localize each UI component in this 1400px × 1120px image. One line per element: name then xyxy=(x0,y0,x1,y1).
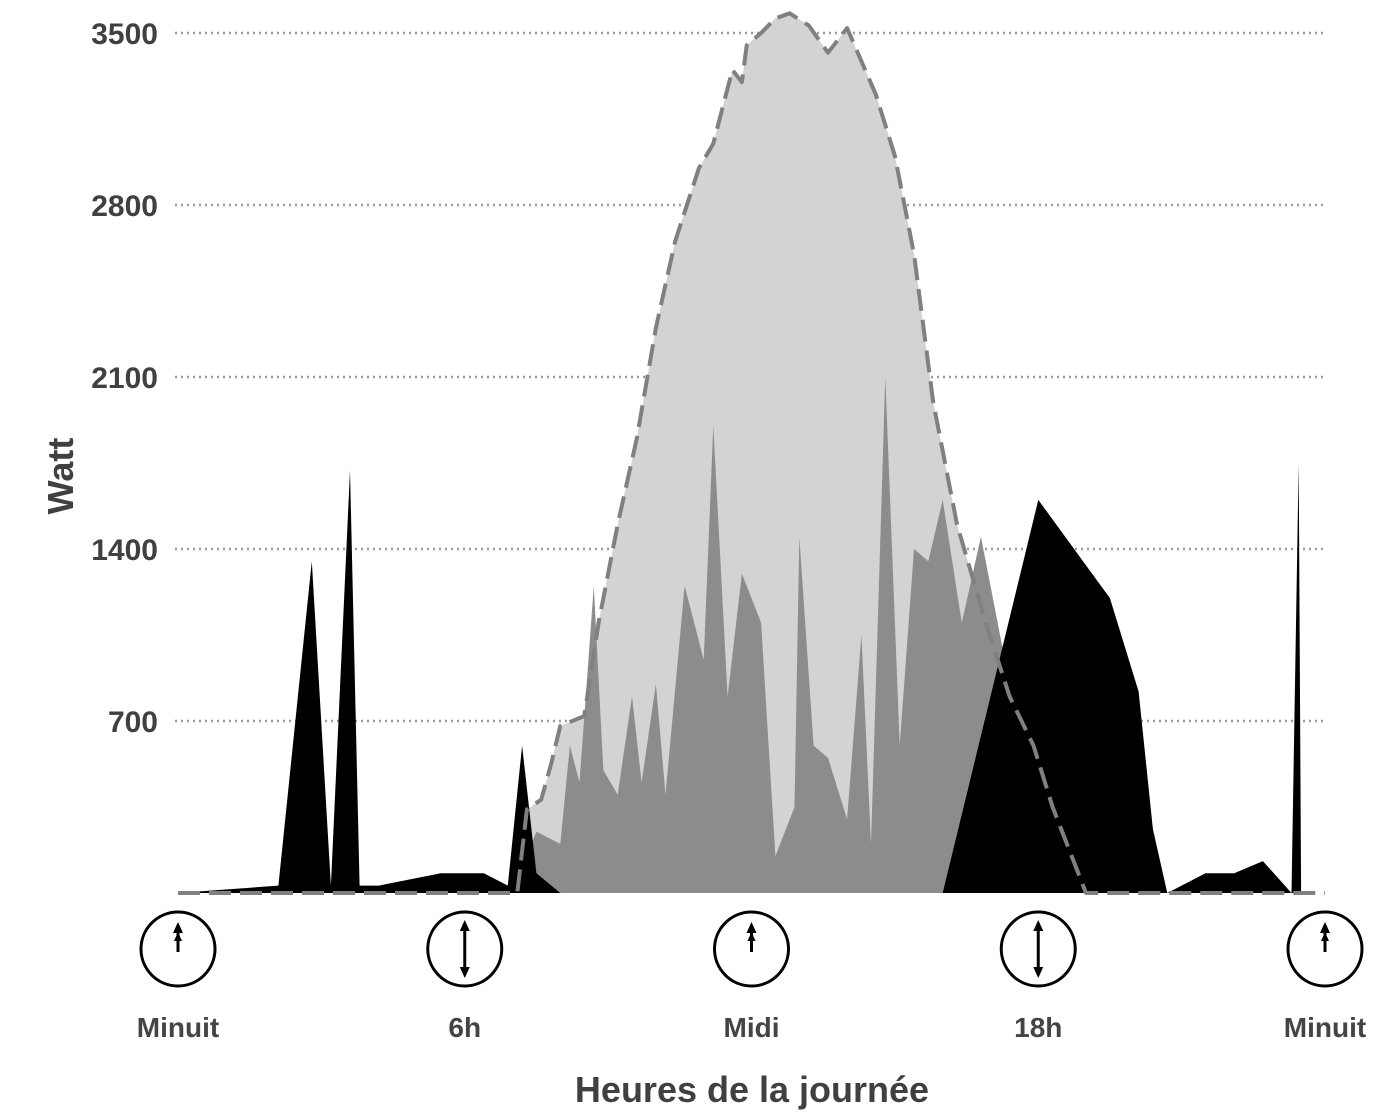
x-tick-label: Minuit xyxy=(137,1012,219,1043)
clock-midnight-icon xyxy=(139,910,217,988)
clock-six-icon xyxy=(426,910,504,988)
y-axis-label: Watt xyxy=(40,438,81,515)
clock-noon-icon xyxy=(713,910,790,988)
y-tick-label: 3500 xyxy=(91,18,158,51)
y-tick-label: 1400 xyxy=(91,534,158,567)
y-tick-label: 2800 xyxy=(91,190,158,223)
x-tick-label: 18h xyxy=(1014,1012,1062,1043)
y-tick-label: 2100 xyxy=(91,362,158,395)
y-tick-label: 700 xyxy=(108,706,158,739)
clock-six-icon xyxy=(999,910,1077,988)
grid-import-area xyxy=(178,463,1325,893)
production-envelope-line xyxy=(178,11,1325,895)
x-tick-label: Midi xyxy=(724,1012,780,1043)
x-tick-labels: Minuit 6h Midi 18h Minuit xyxy=(137,1012,1366,1043)
y-tick-labels: 700 1400 2100 2800 3500 xyxy=(91,18,158,739)
x-tick-label: Minuit xyxy=(1284,1012,1366,1043)
plot-layers xyxy=(178,11,1325,895)
x-tick-label: 6h xyxy=(448,1012,481,1043)
clock-icons xyxy=(139,910,1364,988)
x-axis-label: Heures de la journée xyxy=(575,1069,929,1110)
clock-midnight-icon xyxy=(1286,910,1364,988)
